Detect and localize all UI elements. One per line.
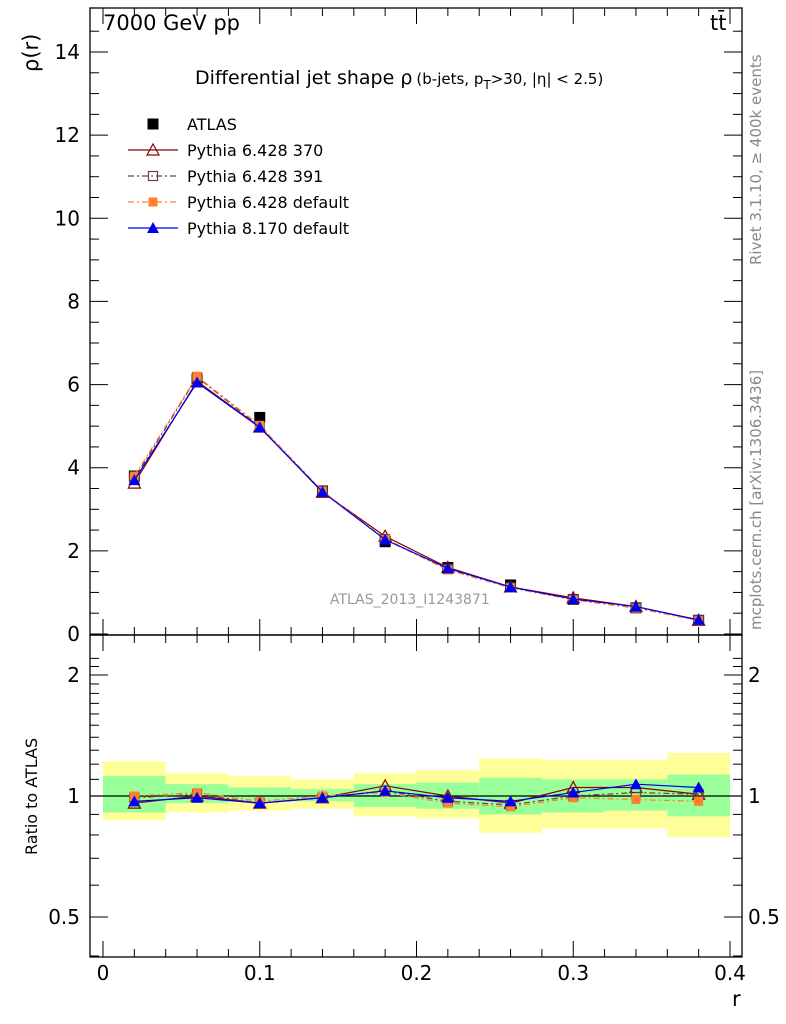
ratio-series-point-3: [504, 795, 517, 807]
ratio-y-tick-label: 1: [67, 784, 80, 808]
main-frame: [89, 7, 743, 636]
x-tick-label: 0: [97, 961, 110, 985]
ratio-panel: Ratio to ATLAS r 0 0.1 0.2 0.3 0.4 0.5 0.5 1 1 2 2: [22, 634, 780, 1011]
main-series-point-4: [629, 600, 642, 612]
title-sub-rest: >30, |η| < 2.5): [491, 70, 604, 88]
main-series-point-4: [504, 581, 517, 593]
legend-label: ATLAS: [187, 115, 237, 134]
main-series-line-4: [133, 381, 699, 621]
main-series-point-4: [316, 485, 329, 497]
main-panel: Differential jet shape ρ (b-jets, pT>30, …: [19, 7, 743, 646]
main-series-point-0: [254, 411, 266, 423]
legend-marker: [145, 142, 161, 156]
legend-marker: [147, 118, 159, 130]
x-tick-label: 0.2: [401, 961, 433, 985]
ratio-series-point-3: [379, 784, 392, 796]
ratio-y-tick-label: 2: [67, 663, 80, 687]
main-series-line-2: [133, 376, 699, 621]
ratio-ylabel: Ratio to ATLAS: [22, 738, 41, 855]
ratio-series-point-2: [694, 796, 704, 806]
analysis-watermark: ATLAS_2013_I1243871: [330, 592, 490, 608]
legend-marker: [148, 197, 158, 207]
ratio-y-tick-label-right: 1: [748, 784, 761, 808]
y-tick-label: 2: [67, 539, 80, 563]
legend-label: Pythia 8.170 default: [187, 219, 349, 238]
uncertainty-band-inner: [228, 787, 292, 802]
ratio-y-tick-label-right: 0.5: [748, 905, 780, 929]
ratio-series-line-1: [134, 790, 699, 806]
ratio-series-point-2: [443, 798, 453, 808]
ratio-series-line-0: [134, 785, 699, 804]
main-series-point-4: [441, 562, 454, 574]
ratio-series-point-3: [692, 781, 705, 793]
main-series-line-1: [133, 380, 699, 621]
ratio-series-point-2: [568, 793, 578, 803]
ratio-series-point-2: [631, 795, 641, 805]
main-series-point-3: [192, 371, 202, 381]
y-tick-label: 10: [55, 206, 80, 230]
main-series-line-3: [133, 375, 699, 622]
main-title: Differential jet shape ρ (b-jets, pT>30, …: [195, 67, 603, 92]
y-tick-label: 4: [67, 456, 80, 480]
main-series-point-4: [128, 474, 141, 486]
rivet-label: Rivet 3.1.10, ≥ 400k events: [747, 54, 765, 265]
y-tick-label: 8: [67, 289, 80, 313]
y-tick-label: 6: [67, 373, 80, 397]
legend-marker: [147, 170, 159, 182]
main-series-point-4: [692, 613, 705, 625]
title-sub-subscript: T: [482, 78, 491, 92]
energy-label: 7000 GeV pp: [103, 11, 240, 35]
title-sub: (b-jets, p: [416, 70, 483, 88]
ratio-series-point-3: [191, 791, 204, 803]
ratio-series-line-3: [134, 783, 699, 804]
y-tick-label: 12: [55, 123, 80, 147]
ratio-series-point-3: [567, 786, 580, 798]
ratio-series-point-3: [629, 778, 642, 790]
legend-label: Pythia 6.428 default: [187, 193, 349, 212]
legend-marker: [147, 222, 159, 233]
main-series-point-4: [567, 593, 580, 605]
legend-label: Pythia 6.428 370: [187, 141, 323, 160]
ratio-series-point-2: [506, 802, 516, 812]
x-axis-label: r: [732, 987, 741, 1011]
ratio-series-point-3: [253, 797, 266, 809]
main-series-point-4: [253, 421, 266, 433]
x-tick-label: 0.4: [714, 961, 746, 985]
x-tick-label: 0.1: [244, 961, 276, 985]
x-tick-label: 0.3: [557, 961, 589, 985]
mcplots-label: mcplots.cern.ch [arXiv:1306.3436]: [747, 370, 765, 630]
title-main: Differential jet shape ρ: [195, 67, 412, 89]
ratio-y-tick-label: 0.5: [48, 905, 80, 929]
ratio-series-point-3: [128, 795, 141, 807]
ratio-series-point-3: [441, 791, 454, 803]
main-ylabel: ρ(r): [19, 34, 43, 72]
process-label: tt̄: [710, 10, 726, 35]
y-tick-label: 0: [67, 622, 80, 646]
main-series-point-4: [379, 533, 392, 545]
main-series-point-4: [191, 376, 204, 388]
ratio-y-tick-label-right: 2: [748, 663, 761, 687]
legend-label: Pythia 6.428 391: [187, 167, 323, 186]
ratio-series-line-2: [134, 791, 699, 808]
ratio-series-point-3: [316, 791, 329, 803]
y-tick-label: 14: [55, 40, 80, 64]
